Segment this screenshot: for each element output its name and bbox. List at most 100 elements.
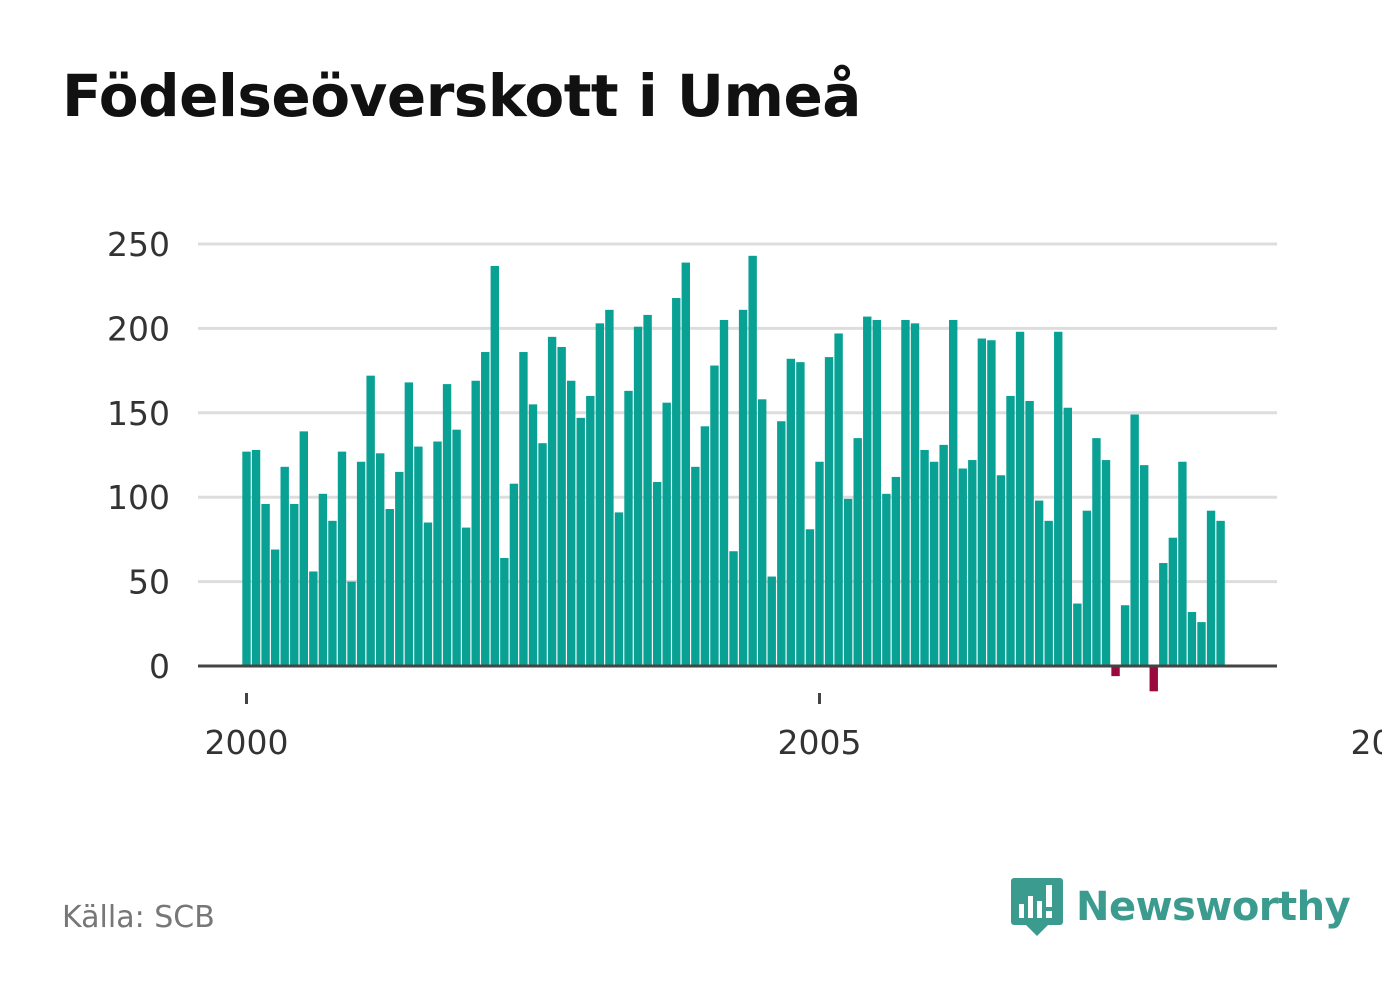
y-tick-label: 50 bbox=[128, 563, 170, 602]
brand-logo: Newsworthy bbox=[1010, 876, 1351, 938]
bar bbox=[681, 262, 690, 666]
bar bbox=[786, 358, 796, 666]
bar bbox=[1025, 400, 1034, 666]
bar bbox=[834, 333, 843, 666]
x-tick-label: 2005 bbox=[778, 723, 862, 762]
bar bbox=[662, 402, 671, 666]
bar bbox=[1178, 461, 1187, 666]
bar bbox=[1073, 603, 1082, 666]
bar bbox=[270, 549, 280, 666]
bar bbox=[719, 319, 729, 666]
newsworthy-logo-icon bbox=[1011, 878, 1063, 936]
bar bbox=[433, 441, 442, 666]
bar bbox=[872, 319, 881, 666]
bar bbox=[605, 309, 614, 666]
x-tick-label: 2000 bbox=[205, 723, 289, 762]
bar bbox=[347, 581, 356, 666]
bar bbox=[290, 503, 299, 666]
bar bbox=[843, 498, 853, 666]
bar bbox=[538, 443, 547, 666]
y-tick-label: 250 bbox=[107, 225, 170, 264]
bar bbox=[519, 352, 528, 666]
x-tick-label: 2010 bbox=[1351, 723, 1382, 762]
bar bbox=[987, 340, 996, 666]
bar bbox=[1006, 395, 1015, 666]
bar bbox=[1082, 510, 1092, 666]
bar bbox=[395, 471, 404, 666]
bar bbox=[1034, 500, 1044, 666]
bar bbox=[939, 444, 948, 666]
bar bbox=[1101, 460, 1111, 666]
bar bbox=[1063, 407, 1072, 666]
bar bbox=[901, 319, 910, 666]
bar bbox=[996, 475, 1006, 666]
bar bbox=[242, 451, 251, 666]
brand-name: Newsworthy bbox=[1076, 884, 1351, 930]
axes: 050100150200250200020052010201520202025 bbox=[107, 225, 1382, 762]
bar bbox=[1015, 331, 1025, 666]
y-tick-label: 0 bbox=[149, 647, 170, 686]
bar bbox=[672, 298, 681, 666]
y-tick-label: 150 bbox=[107, 394, 170, 433]
bar bbox=[1206, 510, 1216, 666]
bar bbox=[949, 319, 958, 666]
bar bbox=[567, 380, 576, 666]
bar bbox=[652, 482, 662, 666]
bar bbox=[1092, 438, 1101, 666]
bar bbox=[595, 323, 605, 666]
bar bbox=[586, 395, 595, 666]
bar bbox=[1044, 520, 1053, 666]
bar bbox=[1168, 537, 1178, 666]
bar bbox=[547, 336, 557, 666]
bar bbox=[442, 384, 452, 666]
bar bbox=[299, 431, 308, 666]
bar bbox=[1140, 465, 1149, 666]
bar bbox=[251, 449, 261, 666]
bar bbox=[958, 468, 967, 666]
bar bbox=[1120, 605, 1130, 666]
bar bbox=[328, 520, 337, 666]
bar bbox=[1197, 622, 1206, 666]
bar bbox=[576, 417, 585, 666]
bar bbox=[1159, 563, 1168, 666]
bar bbox=[423, 522, 433, 666]
bar bbox=[1149, 666, 1158, 692]
bar bbox=[767, 576, 776, 666]
bar bbox=[1111, 666, 1120, 677]
bar bbox=[376, 453, 385, 666]
y-tick-label: 200 bbox=[107, 309, 170, 348]
bar bbox=[748, 255, 757, 666]
bar bbox=[452, 429, 461, 666]
bar bbox=[700, 426, 710, 666]
bar bbox=[710, 365, 719, 666]
bar bbox=[977, 338, 987, 666]
bar bbox=[882, 493, 891, 666]
bar bbox=[309, 571, 318, 666]
bar bbox=[1187, 611, 1197, 666]
bar bbox=[461, 527, 471, 666]
bar bbox=[691, 466, 700, 666]
bar bbox=[509, 483, 519, 666]
bar bbox=[729, 551, 738, 666]
bar bbox=[1216, 520, 1225, 666]
bar bbox=[471, 380, 480, 666]
bar bbox=[1130, 414, 1139, 666]
bar bbox=[318, 493, 328, 666]
bar bbox=[614, 512, 624, 666]
bar bbox=[968, 460, 977, 666]
bar bbox=[624, 390, 633, 666]
bar bbox=[366, 375, 375, 666]
bar bbox=[1054, 331, 1063, 666]
bar bbox=[404, 382, 414, 666]
bar-series bbox=[242, 255, 1225, 692]
bar bbox=[863, 316, 872, 666]
bar bbox=[490, 265, 499, 666]
bar bbox=[758, 399, 767, 666]
bar bbox=[920, 449, 929, 666]
bar bbox=[528, 404, 538, 666]
bar bbox=[805, 529, 815, 666]
bar bbox=[356, 461, 366, 666]
chart-title: Födelseöverskott i Umeå bbox=[62, 62, 861, 130]
bar bbox=[414, 446, 423, 666]
